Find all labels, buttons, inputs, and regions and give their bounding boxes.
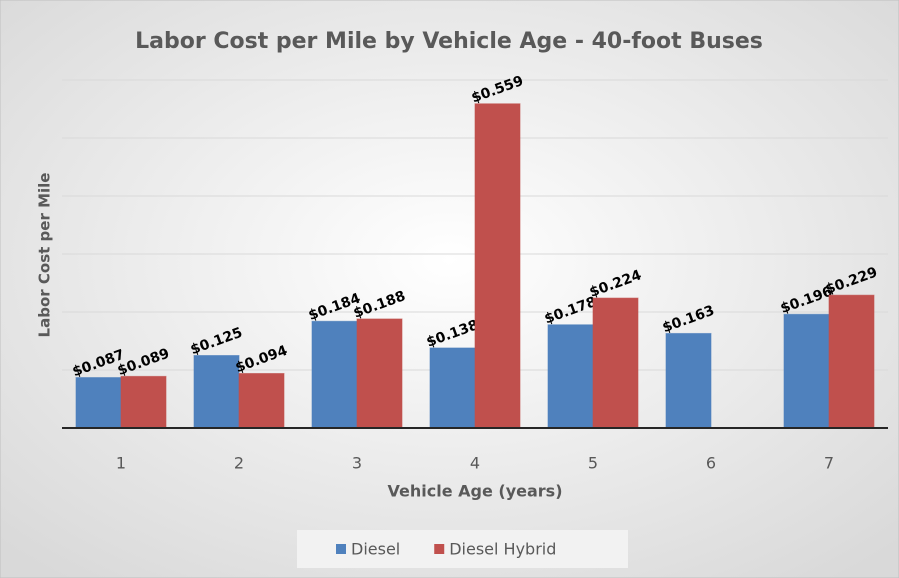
bar bbox=[429, 347, 476, 429]
bar bbox=[311, 320, 358, 429]
x-tick-label: 5 bbox=[588, 454, 598, 473]
x-tick-label: 7 bbox=[824, 454, 834, 473]
legend-swatch bbox=[336, 544, 346, 554]
bar bbox=[828, 294, 875, 429]
bar bbox=[75, 377, 122, 429]
x-tick-label: 4 bbox=[470, 454, 480, 473]
bar bbox=[356, 318, 403, 429]
bar bbox=[120, 375, 167, 429]
x-axis-label: Vehicle Age (years) bbox=[388, 482, 563, 501]
x-tick-label: 6 bbox=[706, 454, 716, 473]
bar bbox=[783, 313, 830, 429]
legend-label: Diesel bbox=[351, 540, 400, 559]
y-axis-label: Labor Cost per Mile bbox=[36, 173, 54, 338]
legend-box bbox=[297, 530, 628, 568]
chart-title: Labor Cost per Mile by Vehicle Age - 40-… bbox=[135, 29, 763, 54]
x-tick-label: 3 bbox=[352, 454, 362, 473]
bar bbox=[547, 324, 594, 429]
legend-label: Diesel Hybrid bbox=[449, 540, 556, 559]
bar bbox=[193, 355, 240, 429]
legend-swatch bbox=[434, 544, 445, 554]
bar bbox=[592, 297, 639, 429]
bar bbox=[238, 372, 285, 429]
x-tick-label: 1 bbox=[116, 454, 126, 473]
x-tick-label: 2 bbox=[234, 454, 244, 473]
bar bbox=[474, 103, 521, 429]
bar bbox=[665, 332, 712, 429]
